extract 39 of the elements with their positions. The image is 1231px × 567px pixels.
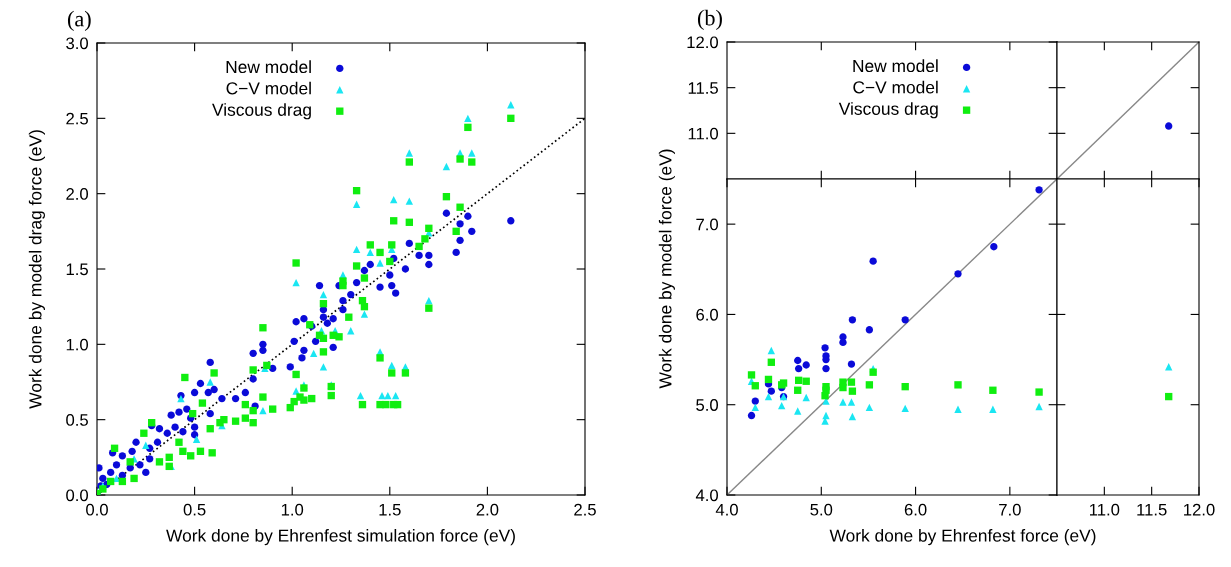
x-tick-label: 0.5 [183,503,206,516]
chart-title: (a) [67,10,91,31]
y-tick-label: 0.0 [66,489,89,502]
x-tick-label: 12.0 [1184,503,1215,516]
y-axis-title: Work done by model force (eV) [658,149,675,389]
y-tick-label: 6.0 [696,308,719,321]
x-tick-label: 1.0 [281,503,304,516]
legend-label: C−V model [226,81,311,95]
x-tick-label: 0.0 [86,503,108,516]
x-axis-title: Work done by Ehrenfest force (eV) [829,529,1096,546]
x-tick-label: 11.0 [1090,503,1120,516]
legend-label: C−V model [853,80,938,94]
y-tick-label: 1.5 [66,263,88,276]
legend-label: New model [853,59,938,73]
x-tick-label: 5.0 [810,503,833,516]
y-tick-label: 7.0 [696,218,719,231]
y-tick-label: 1.0 [66,338,89,351]
x-tick-label: 2.0 [476,503,499,516]
y-tick-label: 2.5 [66,112,88,125]
x-tick-label: 2.5 [574,503,596,516]
y-tick-label: 11.5 [688,82,718,94]
chart-title: (b) [697,9,722,30]
y-tick-label: 3.0 [66,37,89,50]
y-axis-title: Work done by model drag force (eV) [28,130,45,409]
x-tick-label: 4.0 [715,503,738,516]
y-tick-label: 5.0 [696,399,719,411]
x-tick-label: 1.5 [379,503,401,516]
y-tick-label: 11.0 [688,127,719,140]
x-tick-label: 6.0 [904,503,927,516]
x-axis-title: Work done by Ehrenfest simulation force (eV) [166,529,515,546]
x-tick-label: 11.5 [1137,503,1167,516]
y-tick-label: 4.0 [695,489,719,502]
y-tick-label: 2.0 [66,188,89,200]
y-tick-label: 12.0 [687,36,719,49]
legend-label: Viscous drag [838,102,938,119]
y-tick-label: 0.5 [66,414,88,426]
legend-label: Viscous drag [212,103,311,120]
legend-label: New model [226,60,311,74]
x-tick-label: 7.0 [999,503,1021,516]
